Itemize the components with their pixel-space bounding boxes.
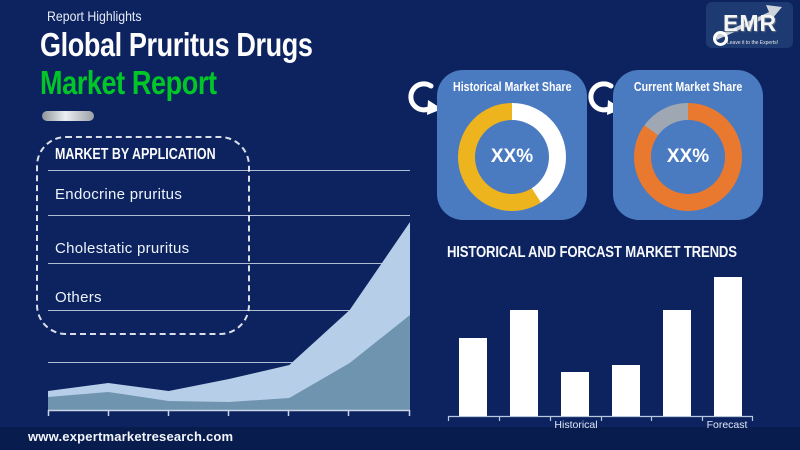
curved-arrow-icon bbox=[408, 81, 442, 115]
application-item: Cholestatic pruritus bbox=[55, 240, 190, 257]
historical-share-card: Historical Market Share XX% bbox=[437, 70, 587, 220]
footer-bar bbox=[0, 427, 800, 450]
donut-center-label: XX% bbox=[490, 146, 534, 167]
current-share-donut: XX% bbox=[634, 103, 742, 211]
eyebrow-label: Report Highlights bbox=[47, 8, 142, 24]
website-link[interactable]: www.expertmarketresearch.com bbox=[28, 429, 234, 444]
card-title-text: Current Market Share bbox=[633, 79, 743, 94]
magnifier-lens-icon bbox=[713, 31, 728, 46]
donut-center: XX% bbox=[475, 120, 549, 194]
trends-section-title: HISTORICAL AND FORCAST MARKET TRENDS bbox=[447, 244, 737, 261]
title-underline-pill bbox=[42, 111, 94, 121]
application-panel-border bbox=[36, 136, 250, 335]
page-title-line2: Market Report bbox=[40, 64, 217, 101]
application-item: Others bbox=[55, 289, 102, 306]
emr-logo: EMR Leave it to the Experts! bbox=[706, 2, 793, 48]
donut-center-label: XX% bbox=[666, 146, 710, 167]
logo-tagline: Leave it to the Experts! bbox=[727, 40, 779, 46]
historical-share-donut: XX% bbox=[458, 103, 566, 211]
card-title-text: Historical Market Share bbox=[452, 79, 572, 94]
trend-bar bbox=[561, 372, 589, 416]
area-axis bbox=[47, 409, 411, 416]
bar-axis-label-forecast: Forecast bbox=[706, 419, 748, 431]
trend-bar bbox=[663, 310, 691, 416]
current-share-card: Current Market Share XX% bbox=[613, 70, 763, 220]
trend-bar bbox=[459, 338, 487, 416]
bar-axis-label-historical: Historical bbox=[554, 419, 598, 431]
trend-bar bbox=[714, 277, 742, 416]
card-title: Historical Market Share bbox=[437, 79, 587, 94]
page-title-line1: Global Pruritus Drugs bbox=[40, 26, 313, 63]
application-item: Endocrine pruritus bbox=[55, 186, 183, 203]
donut-center: XX% bbox=[651, 120, 725, 194]
application-panel-title: MARKET BY APPLICATION bbox=[55, 146, 216, 163]
logo-wordmark: EMR bbox=[723, 10, 778, 36]
trend-bars bbox=[448, 277, 753, 416]
trend-bar bbox=[612, 365, 640, 416]
trend-bar bbox=[510, 310, 538, 416]
card-title: Current Market Share bbox=[613, 79, 763, 94]
